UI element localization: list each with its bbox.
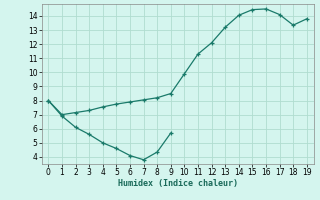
X-axis label: Humidex (Indice chaleur): Humidex (Indice chaleur) xyxy=(118,179,237,188)
